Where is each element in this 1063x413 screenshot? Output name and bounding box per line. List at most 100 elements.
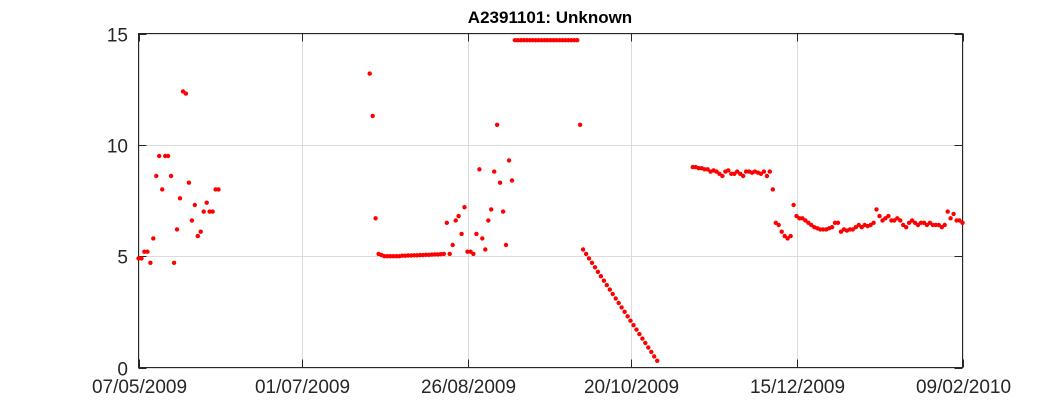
data-point [886,213,891,219]
data-point [898,218,903,223]
data-point [503,242,509,248]
data-point [767,169,772,174]
data-point [779,229,784,234]
data-point [646,345,651,350]
data-point [497,180,503,185]
data-point [622,309,627,314]
data-point [177,196,183,201]
data-point [589,260,595,265]
data-point [447,251,452,257]
data-point [874,207,879,212]
x-tick-label: 09/02/2010 [916,377,1011,398]
data-point [139,256,144,261]
data-point [367,71,372,76]
data-point [492,169,497,174]
data-point [586,256,592,261]
data-point [942,222,947,228]
data-point [625,314,630,319]
data-point [906,220,912,225]
data-point [652,354,657,359]
data-points [136,38,965,363]
y-tick-label: 10 [107,137,128,158]
data-point [483,247,488,252]
data-point [829,225,835,230]
data-point [909,218,915,223]
data-point [628,318,633,323]
data-point [960,220,965,225]
data-point [509,178,515,183]
data-point [592,265,598,270]
data-point [450,242,455,248]
data-point [198,229,203,234]
data-point [160,187,165,192]
data-point [210,209,215,214]
data-point [613,296,618,301]
data-point [462,205,467,210]
data-point [373,216,378,221]
data-point [640,336,645,341]
data-point [720,173,725,179]
data-point [195,233,200,239]
data-point [171,260,177,265]
data-point [480,236,485,241]
data-point [157,153,162,159]
data-point [637,331,642,337]
x-tick-labels: 07/05/2009 01/07/2009 26/08/2009 20/10/2009… [92,377,1011,398]
data-point [871,220,876,225]
y-tick-label: 5 [117,248,128,269]
data-point [192,202,197,208]
data-point [201,209,206,214]
data-point [204,200,209,205]
chart-title: A2391101: Unknown [468,8,632,27]
data-point [474,231,479,237]
x-tick-label: 26/08/2009 [421,377,516,398]
x-tick-label: 15/12/2009 [750,377,845,398]
data-point [148,260,153,265]
axis-ticks [138,33,964,369]
data-point [945,209,950,214]
data-point [761,169,767,174]
x-tick-label: 01/07/2009 [255,377,350,398]
data-point [770,187,775,192]
data-point [174,227,180,232]
data-point [580,247,586,252]
data-point [456,213,461,219]
data-point [186,180,192,185]
x-tick-label: 07/05/2009 [92,377,187,398]
data-point [145,249,150,254]
data-point [583,251,589,257]
data-point [477,167,482,172]
data-point [764,173,770,179]
data-point [459,231,464,237]
y-tick-labels: 0 5 10 15 [107,26,128,381]
data-point [183,91,189,96]
data-point [189,218,195,223]
data-point [577,122,583,128]
data-point [616,300,621,306]
grid [138,33,964,369]
data-point [643,340,648,346]
data-point [471,251,476,257]
data-point [649,349,654,355]
y-tick-label: 15 [107,26,128,47]
y-tick-label: 0 [117,360,128,381]
data-point [575,38,580,43]
data-point [791,202,796,208]
data-point [151,236,156,241]
data-point [655,358,660,363]
data-point [726,168,731,173]
data-point [601,278,607,283]
data-point [489,207,494,212]
data-point [486,218,491,223]
x-tick-label: 20/10/2009 [584,377,679,398]
data-point [951,211,956,217]
data-point [835,220,841,225]
plot-area-frame [138,33,963,368]
data-point [453,218,458,223]
data-point [444,220,449,225]
data-point [705,167,710,172]
data-point [803,218,808,223]
data-point [610,291,615,297]
data-point [904,225,909,230]
